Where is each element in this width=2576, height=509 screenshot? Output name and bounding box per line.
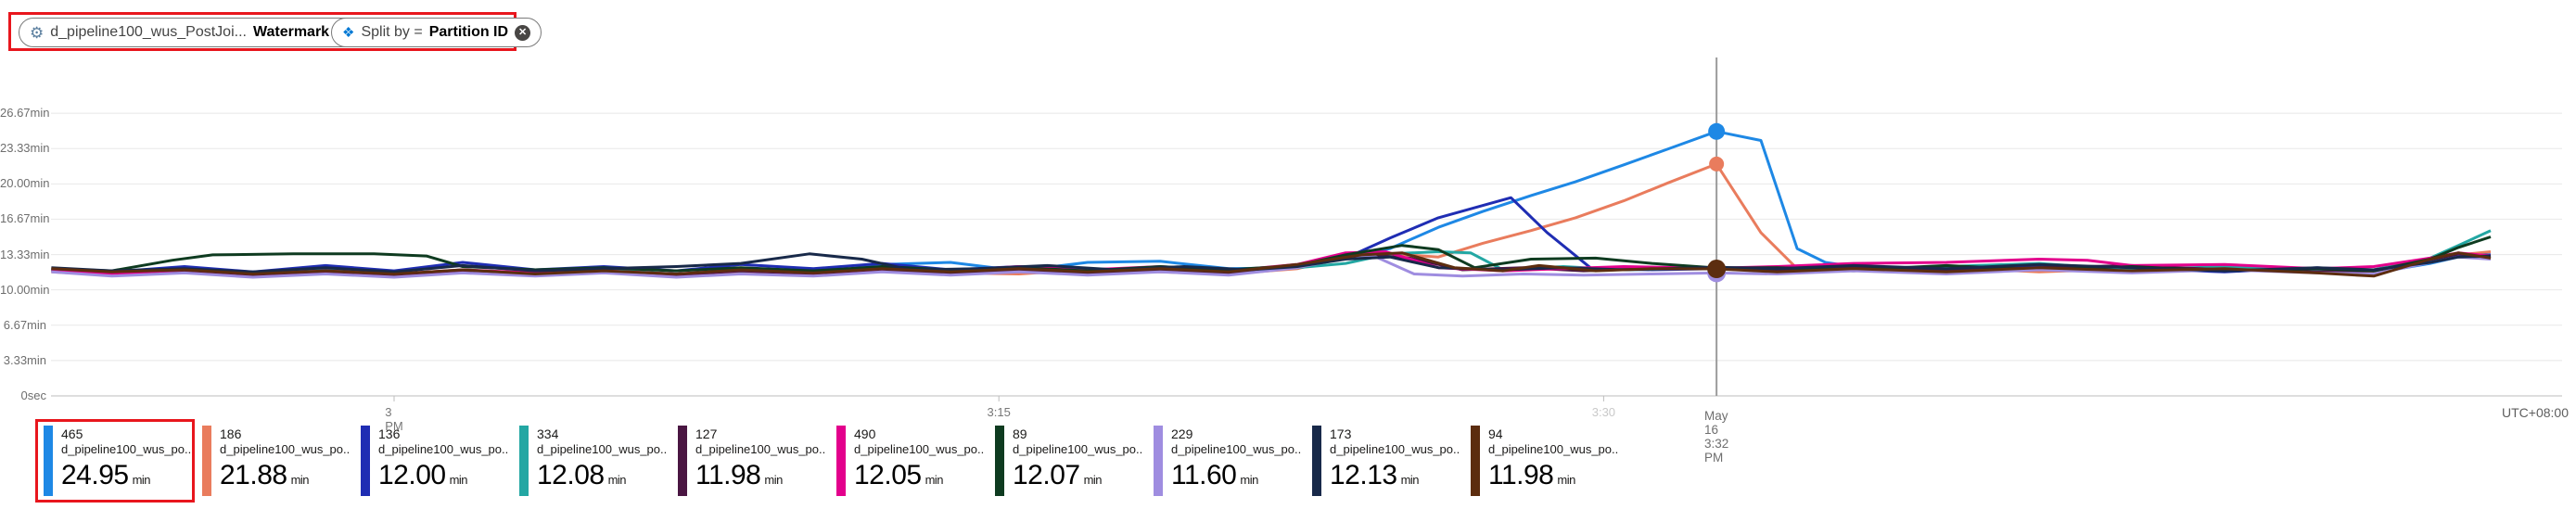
legend-item-partition-465[interactable]: 465 d_pipeline100_wus_po.. 24.95 min [44, 426, 202, 497]
split-by-prefix-label: Split by = [361, 24, 423, 40]
legend-unit: min [449, 473, 468, 487]
legend-item-partition-229[interactable]: 229 d_pipeline100_wus_po.. 11.60 min [1154, 426, 1312, 497]
legend-item-partition-334[interactable]: 334 d_pipeline100_wus_po.. 12.08 min [519, 426, 678, 497]
legend-item-partition-136[interactable]: 136 d_pipeline100_wus_po.. 12.00 min [361, 426, 519, 497]
crosshair-marker-partition-94 [1707, 260, 1727, 279]
legend-item-partition-490[interactable]: 490 d_pipeline100_wus_po.. 12.05 min [836, 426, 995, 497]
legend-item-partition-186[interactable]: 186 d_pipeline100_wus_po.. 21.88 min [202, 426, 361, 497]
legend-value: 12.07 min [1013, 460, 1103, 490]
crosshair-marker-partition-186 [1709, 156, 1725, 172]
split-chip-close-icon[interactable]: ✕ [515, 24, 531, 41]
legend-value: 24.95 min [61, 460, 151, 490]
split-by-value-label: Partition ID [428, 24, 509, 40]
legend-partition-id: 186 [220, 426, 242, 441]
legend-unit: min [1083, 473, 1103, 487]
y-tick-label: 23.33min [0, 141, 50, 156]
legend-partition-id: 465 [61, 426, 83, 441]
y-tick-label: 13.33min [0, 247, 50, 261]
legend-series-name: d_pipeline100_wus_po.. [695, 442, 826, 456]
legend-series-name: d_pipeline100_wus_po.. [854, 442, 985, 456]
legend-color-bar [44, 426, 53, 496]
y-tick-label: 26.67min [0, 106, 50, 121]
legend-item-partition-89[interactable]: 89 d_pipeline100_wus_po.. 12.07 min [995, 426, 1154, 497]
legend-value: 12.05 min [854, 460, 944, 490]
series-line-partition-94[interactable] [51, 251, 2492, 278]
legend-unit: min [132, 473, 151, 487]
legend-value: 11.98 min [1488, 460, 1575, 490]
y-tick-label: 3.33min [3, 352, 46, 367]
legend-partition-id: 490 [854, 426, 876, 441]
annotation-box-legend [35, 419, 195, 503]
legend-color-bar [202, 426, 211, 496]
legend-color-bar [836, 426, 846, 496]
x-tick-label: 3:30 [1591, 405, 1616, 419]
legend-series-name: d_pipeline100_wus_po.. [1013, 442, 1143, 456]
legend-partition-id: 127 [695, 426, 718, 441]
legend-unit: min [764, 473, 783, 487]
legend-item-partition-127[interactable]: 127 d_pipeline100_wus_po.. 11.98 min [678, 426, 836, 497]
legend-series-name: d_pipeline100_wus_po.. [1171, 442, 1302, 456]
legend-value: 11.60 min [1171, 460, 1258, 490]
series-line-partition-186[interactable] [51, 162, 2492, 278]
legend-color-bar [1154, 426, 1163, 496]
split-by-icon: ❖ [342, 24, 355, 41]
legend-color-bar [361, 426, 370, 496]
y-tick-label: 6.67min [3, 317, 46, 332]
legend-partition-id: 136 [378, 426, 401, 441]
legend-partition-id: 94 [1488, 426, 1503, 441]
legend-value: 12.00 min [378, 460, 468, 490]
legend-unit: min [290, 473, 310, 487]
metric-scope-label: d_pipeline100_wus_PostJoi... [50, 24, 247, 40]
legend-series-name: d_pipeline100_wus_po.. [378, 442, 509, 456]
legend-color-bar [678, 426, 687, 496]
legend-color-bar [1312, 426, 1321, 496]
legend-partition-id: 229 [1171, 426, 1193, 441]
legend-series-name: d_pipeline100_wus_po.. [61, 442, 192, 456]
legend-unit: min [925, 473, 944, 487]
y-tick-label: 10.00min [0, 282, 50, 297]
timezone-label: UTC+08:00 [2502, 405, 2569, 420]
legend-unit: min [607, 473, 627, 487]
legend-value: 11.98 min [695, 460, 783, 490]
legend-partition-id: 173 [1330, 426, 1352, 441]
legend-unit: min [1557, 473, 1575, 487]
legend-partition-id: 334 [537, 426, 559, 441]
stream-analytics-gear-icon: ⚙ [30, 23, 45, 42]
legend-color-bar [995, 426, 1004, 496]
legend-color-bar [519, 426, 529, 496]
legend-series-name: d_pipeline100_wus_po.. [220, 442, 351, 456]
y-tick-label: 20.00min [0, 176, 50, 191]
legend-series-name: d_pipeline100_wus_po.. [1488, 442, 1619, 456]
x-tick-label: 3:15 [987, 405, 1011, 419]
legend-color-bar [1471, 426, 1480, 496]
series-line-partition-136[interactable] [51, 196, 2492, 274]
crosshair-marker-partition-465 [1708, 122, 1726, 140]
legend-value: 12.13 min [1330, 460, 1420, 490]
series-line-partition-465[interactable] [51, 130, 2492, 277]
legend-row: 465 d_pipeline100_wus_po.. 24.95 min 186 … [44, 426, 1629, 497]
y-tick-label: 16.67min [0, 211, 50, 226]
legend-item-partition-94[interactable]: 94 d_pipeline100_wus_po.. 11.98 min [1471, 426, 1629, 497]
legend-series-name: d_pipeline100_wus_po.. [537, 442, 668, 456]
y-tick-label: 0sec [20, 388, 46, 402]
legend-unit: min [1240, 473, 1258, 487]
split-by-chip[interactable]: ❖ Split by = Partition ID ✕ [331, 18, 542, 47]
x-tick-label: 3 PM [385, 405, 403, 433]
legend-value: 12.08 min [537, 460, 627, 490]
legend-item-partition-173[interactable]: 173 d_pipeline100_wus_po.. 12.13 min [1312, 426, 1471, 497]
legend-partition-id: 89 [1013, 426, 1027, 441]
legend-value: 21.88 min [220, 460, 310, 490]
crosshair-time-label: May 16 3:32 PM [1704, 409, 1729, 464]
legend-series-name: d_pipeline100_wus_po.. [1330, 442, 1460, 456]
legend-unit: min [1400, 473, 1420, 487]
